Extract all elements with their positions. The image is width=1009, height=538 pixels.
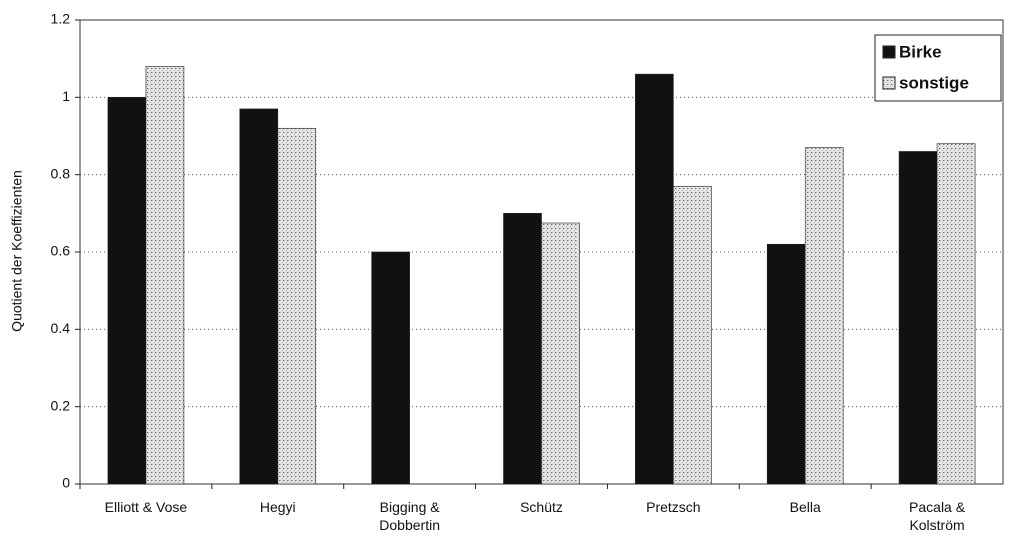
y-tick-label: 1 <box>62 88 70 104</box>
bar <box>898 151 938 485</box>
bar <box>371 251 410 485</box>
bar <box>804 147 844 485</box>
x-tick-label: Bigging & Dobbertin <box>379 499 440 533</box>
bar <box>635 73 674 485</box>
legend-swatch <box>882 45 896 59</box>
bar <box>936 143 976 485</box>
legend-label: Birke <box>899 42 942 61</box>
legend-swatch <box>882 76 896 90</box>
x-tick-label: Pretzsch <box>646 499 701 515</box>
y-tick-label: 0.2 <box>51 397 71 413</box>
bar <box>145 66 185 485</box>
y-tick-label: 0 <box>62 475 70 491</box>
y-tick-label: 0.4 <box>51 320 71 336</box>
legend-label: sonstige <box>899 73 969 92</box>
bar <box>541 222 580 485</box>
bar <box>107 97 147 485</box>
y-tick-label: 1.2 <box>51 11 71 27</box>
x-tick-label: Schütz <box>520 499 563 515</box>
y-tick-label: 0.6 <box>51 243 71 259</box>
bar <box>766 243 806 485</box>
bar <box>503 213 542 485</box>
legend-box <box>874 34 1002 102</box>
bar <box>239 108 279 485</box>
x-tick-label: Hegyi <box>259 499 296 515</box>
x-tick-label: Pacala & Kolström <box>909 499 966 533</box>
x-tick-label: Bella <box>789 499 821 515</box>
bar <box>277 127 317 485</box>
bar <box>673 185 712 485</box>
y-tick-label: 0.8 <box>51 165 71 181</box>
x-tick-label: Elliott & Vose <box>104 499 188 515</box>
y-axis-label: Quotient der Koeffizienten <box>9 170 25 332</box>
